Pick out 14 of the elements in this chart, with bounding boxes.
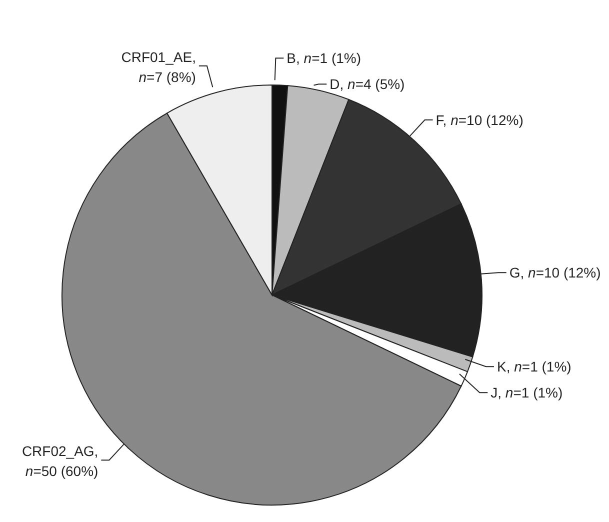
slice-label: D [330,76,340,92]
data-label: , n=1 (1%) [296,50,362,66]
data-label: , n=4 (5%) [340,76,405,92]
slice-label: B [286,50,296,66]
slice-label: CRF02_AG [22,443,94,460]
slice-label: J [490,384,498,401]
data-label: , n=10 (12%) [520,264,601,281]
slice-label: G [509,264,520,281]
slice-label: CRF01_AE [121,48,192,65]
data-label: , n=1 (1%) [506,358,572,375]
data-label: , n=10 (12%) [442,112,524,128]
slice-label: K [496,358,507,375]
slice-label: F [436,112,444,128]
data-label: , n=1 (1%) [498,384,563,401]
